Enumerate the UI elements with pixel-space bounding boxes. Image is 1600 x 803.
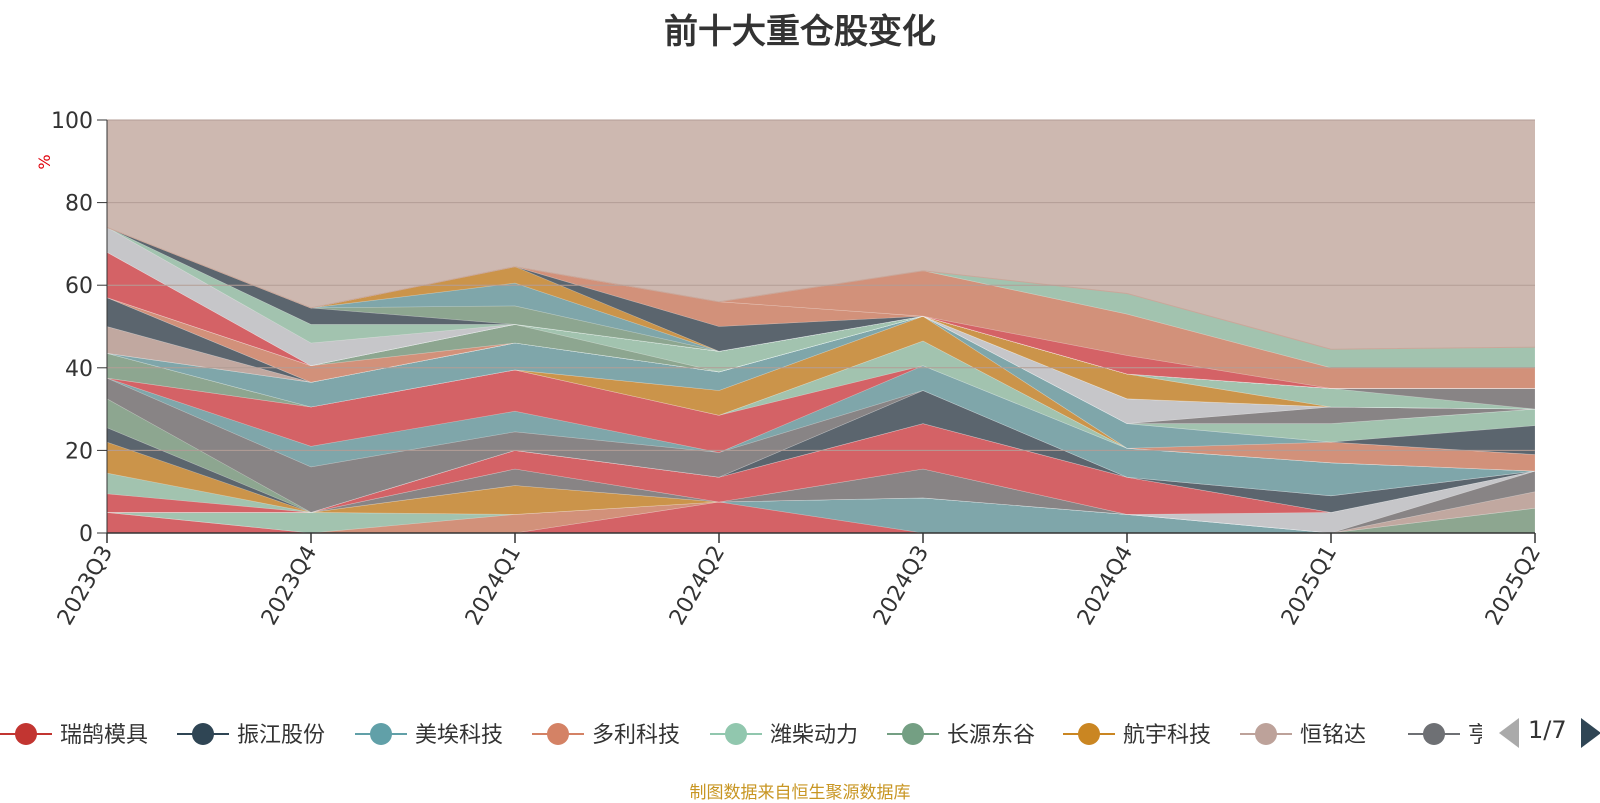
y-tick-label: 100: [51, 109, 93, 134]
legend-item[interactable]: 振江股份: [177, 723, 325, 748]
legend-item[interactable]: 亨通: [1408, 723, 1512, 748]
legend-label: 亨通: [1468, 723, 1512, 748]
legend-label: 多利科技: [592, 723, 680, 748]
legend-item[interactable]: 多利科技: [532, 723, 680, 748]
area-layer-42: [106, 227, 1535, 389]
gridlines: [107, 119, 1535, 451]
legend-item[interactable]: 潍柴动力: [710, 723, 858, 748]
area-layer-28: [106, 315, 1536, 443]
legend-label: 航宇科技: [1123, 723, 1211, 748]
legend-marker-icon: [1078, 723, 1100, 745]
area-layer-47: [106, 227, 1535, 389]
area-layer-2: [106, 497, 1535, 534]
legend-label: 恒铭达: [1300, 723, 1366, 748]
legend-item[interactable]: 瑞鹄模具: [0, 723, 148, 748]
area-layer-23: [106, 340, 1536, 472]
x-tick-label: 2024Q4: [1073, 542, 1138, 630]
area-layer-43: [106, 227, 1535, 389]
area-layers: [106, 226, 1536, 534]
legend-item[interactable]: 美埃科技: [355, 723, 503, 748]
stack-total-line: [106, 226, 1536, 350]
y-tick-label: 60: [65, 274, 93, 299]
area-layer-27: [106, 315, 1536, 455]
data-source-note: 制图数据来自恒生聚源数据库: [689, 783, 911, 803]
legend-item[interactable]: 航宇科技: [1063, 723, 1211, 748]
legend-marker-icon: [15, 723, 37, 745]
x-tick-label: 2024Q1: [461, 542, 526, 630]
legend-marker-icon: [192, 723, 214, 745]
x-tick-label: 2025Q1: [1277, 542, 1342, 630]
legend-marker-icon: [1423, 723, 1445, 745]
area-layer-46: [106, 227, 1535, 389]
legend-label: 长源东谷: [947, 723, 1035, 748]
legend-marker-icon: [725, 723, 747, 745]
legend-prev-page-button[interactable]: [1499, 718, 1519, 748]
legend: 瑞鹄模具 振江股份 美埃科技 多利科技 潍柴动力 长源东谷 航宇科技 恒铭达 亨通: [0, 723, 1512, 748]
legend-item[interactable]: 长源东谷: [887, 723, 1035, 748]
x-tick-label: 2023Q4: [257, 542, 322, 630]
legend-marker-icon: [902, 723, 924, 745]
x-tick-label: 2024Q2: [665, 542, 730, 630]
y-tick-label: 20: [65, 439, 93, 464]
legend-marker-icon: [370, 723, 392, 745]
chart-title: 前十大重仓股变化: [664, 12, 936, 52]
area-layer-25: [106, 315, 1536, 472]
legend-marker-icon: [547, 723, 569, 745]
legend-label: 瑞鹄模具: [60, 723, 148, 748]
legend-label: 振江股份: [237, 723, 325, 748]
y-tick-label: 40: [65, 357, 93, 382]
legend-next-page-button[interactable]: [1581, 718, 1600, 748]
x-tick-label: 2023Q3: [53, 542, 118, 630]
x-tick-label: 2025Q2: [1481, 542, 1546, 630]
legend-item[interactable]: 恒铭达: [1240, 723, 1366, 748]
legend-page-indicator: 1/7: [1528, 716, 1567, 744]
y-axis-unit-label: %: [35, 154, 54, 169]
legend-label: 美埃科技: [415, 723, 503, 748]
legend-label: 潍柴动力: [770, 723, 858, 748]
area-layer-45: [106, 227, 1535, 389]
area-layer-40: [106, 251, 1536, 410]
y-tick-label: 80: [65, 192, 93, 217]
x-tick-label: 2024Q3: [869, 542, 934, 630]
legend-marker-icon: [1255, 723, 1277, 745]
y-tick-label: 0: [79, 522, 93, 547]
